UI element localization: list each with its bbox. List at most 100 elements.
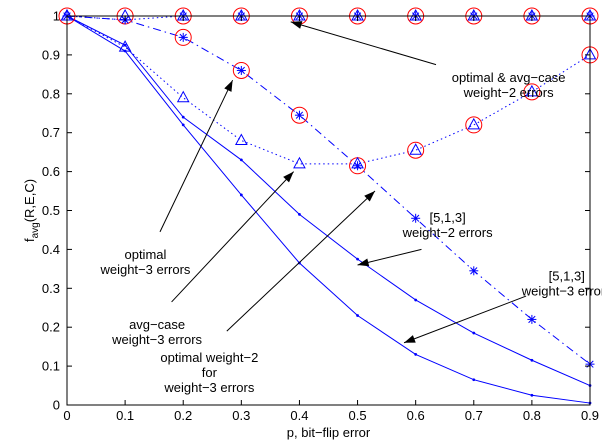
x-tick-label: 0.4: [290, 408, 308, 423]
dot-marker: [181, 123, 185, 127]
y-tick-label: 0.1: [42, 359, 60, 374]
dot-marker: [530, 393, 534, 397]
star-marker: [236, 65, 246, 75]
star-marker: [178, 32, 188, 42]
y-tick-label: 0.4: [42, 242, 60, 257]
annotation-line: weight−3 errors: [99, 262, 190, 277]
annotation-arrow-head: [283, 171, 294, 183]
triangle-marker: [467, 117, 481, 130]
highlight-circle: [174, 28, 192, 46]
highlight-circle: [465, 116, 483, 134]
annotation-arrow-shaft: [290, 21, 437, 66]
y-axis-label-args: (R,E,C): [22, 179, 37, 222]
dot-marker: [472, 331, 476, 335]
y-tick-label: 0.5: [42, 203, 60, 218]
x-tick-label: 0.3: [232, 408, 250, 423]
axis-layer: 0 0.1 0.2 0.3 0.4 0.5 0.6 0.7 0.8 0.9 0 0.1 0.2 0.3 0.…: [42, 9, 599, 424]
triangle-marker: [176, 90, 190, 103]
annotation-text: optimal & avg−case weight−2 errors: [452, 70, 566, 100]
annotation-line: weight−2 errors: [463, 85, 554, 100]
star-marker: [527, 314, 537, 324]
star-marker: [469, 266, 479, 276]
dot-marker: [239, 193, 243, 197]
x-tick-label: 0.2: [174, 408, 192, 423]
annotation-1: optimal & avg−case weight−2 errors: [290, 21, 566, 100]
x-axis-label: p, bit−flip error: [287, 425, 371, 440]
y-axis-label: favg(R,E,C): [22, 179, 41, 242]
annotation-arrow-head: [224, 80, 233, 92]
dot-marker: [298, 212, 301, 216]
y-axis-label-main: f: [22, 238, 37, 242]
annotation-arrow-shaft: [403, 295, 527, 344]
series-line-4: [66, 15, 591, 365]
annotation-text: optimal weight−3 errors: [99, 247, 190, 277]
annotation-arrow-shaft: [226, 190, 376, 332]
annotation-line: optimal weight−2: [160, 350, 258, 365]
highlight-circle: [290, 106, 308, 124]
x-tick-label: 0.7: [465, 408, 483, 423]
series-line-5: [66, 15, 591, 387]
triangle-marker: [525, 84, 539, 97]
annotation-arrow-shaft: [159, 79, 234, 233]
annotation-6: [5,1,3]weight−3 errors: [403, 269, 602, 344]
star-marker: [353, 161, 363, 171]
dot-marker: [414, 298, 418, 302]
annotation-line: weight−3 errors: [163, 380, 254, 395]
annotation-line: for: [202, 365, 218, 380]
x-tick-label: 0.8: [523, 408, 541, 423]
series-line-6: [66, 15, 591, 404]
annotation-arrow-head: [357, 258, 370, 267]
highlight-circle: [232, 61, 250, 79]
annotation-5: [5,1,3] weight−2 errors: [357, 210, 493, 267]
series-line-2: [66, 15, 590, 21]
annotation-line: [5,1,3]: [549, 269, 585, 284]
dot-marker: [239, 158, 243, 162]
dot-marker: [530, 358, 534, 362]
dot-marker: [472, 378, 476, 382]
annotation-3: avg−case weight−3 errors: [111, 171, 294, 347]
y-tick-label: 0.2: [42, 320, 60, 335]
dot-marker: [123, 43, 127, 47]
annotation-arrow-head: [404, 335, 416, 343]
x-tick-label: 0.9: [581, 408, 599, 423]
annotation-text: avg−case weight−3 errors: [111, 317, 202, 347]
annotation-line: avg−case: [129, 317, 185, 332]
triangle-marker: [409, 143, 423, 155]
x-tick-label: 0.1: [116, 408, 134, 423]
dot-marker: [414, 353, 418, 356]
annotation-arrow-head: [364, 191, 375, 202]
series-line-3: [66, 15, 591, 165]
highlight-circle: [407, 141, 425, 159]
y-tick-label: 0.9: [42, 47, 60, 62]
dot-marker: [123, 49, 127, 53]
annotation-text: optimal weight−2 for weight−3 errors: [160, 350, 258, 395]
y-tick-label: 0.7: [42, 125, 60, 140]
annotation-text: [5,1,3]weight−3 errors: [521, 269, 602, 299]
annotation-line: weight−3 errors: [111, 332, 202, 347]
star-marker: [411, 213, 421, 223]
dot-marker: [356, 257, 359, 261]
triangle-marker: [234, 133, 248, 145]
annotation-2: optimal weight−3 errors: [99, 79, 234, 277]
dot-marker: [356, 314, 359, 317]
annotation-line: [5,1,3]: [430, 210, 466, 225]
x-tick-label: 0.5: [349, 408, 367, 423]
y-tick-label: 1: [53, 9, 60, 24]
y-axis-label-subscript: avg: [30, 222, 41, 238]
annotation-4: optimal weight−2 for weight−3 errors: [160, 190, 376, 395]
triangle-marker: [293, 156, 306, 169]
annotation-text: [5,1,3] weight−2 errors: [402, 210, 493, 240]
annotation-line: optimal & avg−case: [452, 70, 566, 85]
y-tick-label: 0.8: [42, 86, 60, 101]
star-marker: [294, 110, 304, 120]
annotation-line: optimal: [124, 247, 166, 262]
annotation-line: weight−2 errors: [402, 225, 493, 240]
annotation-line: weight−3 errors: [521, 284, 602, 299]
y-tick-label: 0.3: [42, 281, 60, 296]
x-tick-label: 0.6: [407, 408, 425, 423]
dot-marker: [181, 115, 185, 119]
x-tick-label: 0: [63, 408, 70, 423]
highlight-circle: [523, 83, 541, 101]
annotation-arrow-shaft: [171, 171, 294, 303]
